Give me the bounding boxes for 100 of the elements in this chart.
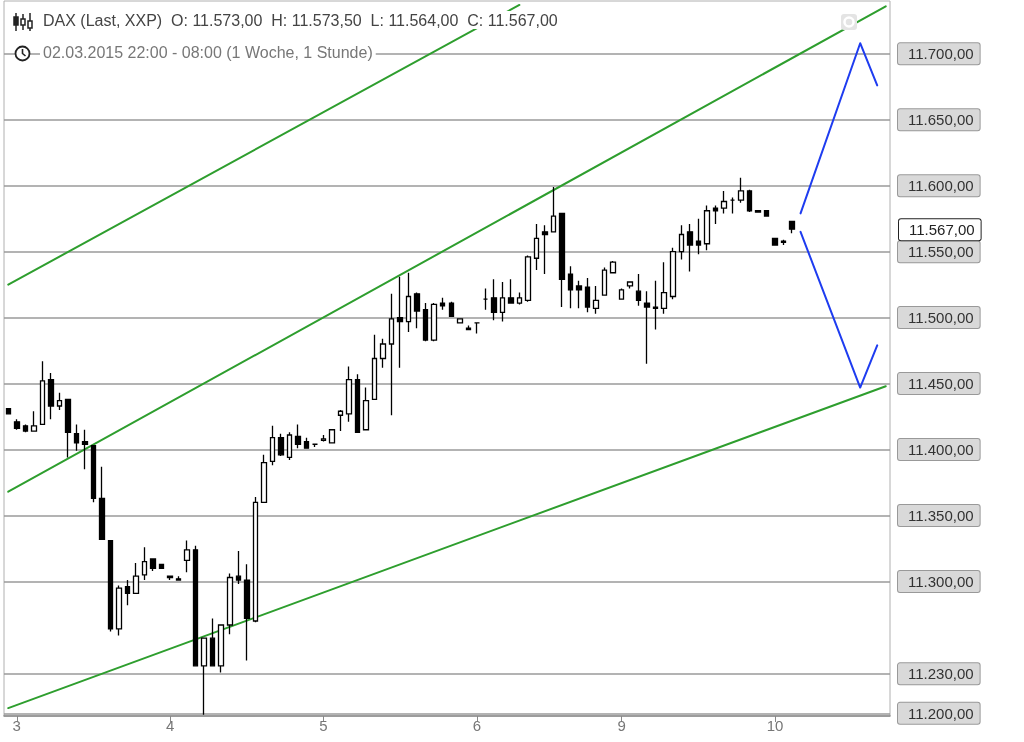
- candlestick: [328, 429, 336, 444]
- x-tick-label: 3: [12, 717, 21, 734]
- candlestick: [660, 261, 668, 315]
- candlestick: [183, 539, 191, 573]
- candlestick: [362, 386, 370, 431]
- y-tick-label: 11.700,00: [908, 45, 974, 63]
- candlestick: [788, 219, 796, 234]
- candlestick: [98, 466, 106, 540]
- candlestick: [754, 210, 762, 213]
- candlestick: [277, 433, 285, 457]
- candlestick: [712, 204, 719, 225]
- candlestick: [601, 266, 608, 296]
- candlestick: [771, 237, 779, 246]
- y-tick-label: 11.450,00: [908, 375, 974, 393]
- candlestick: [13, 418, 21, 431]
- candlestick: [635, 273, 642, 307]
- candlestick: [729, 196, 736, 215]
- candlestick: [64, 398, 72, 459]
- candlestick: [507, 278, 515, 304]
- candlestick: [524, 254, 532, 303]
- x-tick-label: 4: [165, 717, 175, 734]
- candlestick: [260, 454, 268, 503]
- candlestick: [269, 425, 276, 466]
- y-tick-label: 11.550,00: [908, 243, 974, 261]
- candlestick: [456, 318, 464, 324]
- y-tick-label: 11.400,00: [908, 441, 974, 459]
- y-tick-label: 11.500,00: [908, 309, 974, 327]
- candlestick: [337, 409, 344, 432]
- candlestick: [575, 280, 583, 310]
- text: 11.567,00: [909, 221, 975, 239]
- candlestick: [558, 212, 566, 308]
- x-tick-label: 5: [319, 717, 328, 734]
- candlestick: [499, 281, 506, 323]
- y-tick-label: 11.300,00: [908, 572, 974, 590]
- candlestick: [686, 223, 694, 273]
- candlestick: [490, 278, 498, 321]
- candlestick: [132, 562, 140, 594]
- candlestick: [780, 239, 787, 246]
- candlestick: [678, 224, 685, 261]
- candlestick: [482, 287, 489, 311]
- y-tick-label: 11.350,00: [908, 506, 974, 524]
- candlestick: [124, 579, 131, 606]
- candlestick: [388, 293, 395, 416]
- candlestick: [720, 190, 728, 215]
- candlestick: [396, 276, 404, 369]
- candlestick: [541, 224, 549, 275]
- text: DAX (Last, XXP) O: 11.573,00 H: 11.573,50 L: 11.564,00 C: 11.567,00: [43, 11, 558, 29]
- candlestick: [439, 297, 446, 311]
- candlestick: [516, 291, 523, 306]
- candlestick: [149, 558, 157, 572]
- candlestick: [448, 301, 455, 317]
- candlestick: [115, 584, 123, 637]
- candlestick: [175, 575, 182, 581]
- candlestick: [226, 572, 234, 635]
- y-tick-label: 11.600,00: [908, 177, 974, 195]
- candlestick: [550, 186, 557, 233]
- candlestick: [737, 177, 745, 204]
- candlestick: [320, 434, 327, 443]
- candlestick: [303, 437, 310, 449]
- candlestick: [252, 496, 259, 623]
- candlestick: [567, 265, 574, 310]
- candlestick: [56, 392, 63, 411]
- candlestick: [643, 290, 651, 365]
- candlestick: [405, 272, 412, 333]
- candlestick: [413, 291, 421, 329]
- candlestick: [473, 322, 481, 335]
- candlestick: [209, 617, 216, 667]
- candlestick: [294, 423, 302, 449]
- candlestick: [90, 444, 97, 503]
- candlestick: [81, 429, 89, 470]
- candlestick: [141, 546, 148, 581]
- candlestick: [695, 218, 702, 255]
- candlestick: [609, 260, 617, 274]
- candlestick: [746, 188, 753, 213]
- candlestick: [430, 302, 438, 342]
- candlestick: [30, 410, 38, 432]
- candlestick: [618, 287, 625, 300]
- candlestick: [703, 204, 711, 251]
- x-tick-label: 9: [617, 717, 626, 734]
- candlestick: [107, 539, 114, 633]
- candlestick: [371, 334, 378, 401]
- candlestick: [592, 285, 600, 315]
- candlestick: [158, 563, 165, 569]
- y-tick-label: 11.650,00: [908, 111, 974, 129]
- candlestick: [584, 277, 591, 313]
- candlestick: [286, 431, 293, 461]
- candlestick: [73, 423, 80, 452]
- y-tick-label: 11.200,00: [908, 704, 974, 722]
- candlestick: [533, 223, 540, 271]
- candlestick: [217, 624, 225, 674]
- candlestick: [243, 563, 251, 662]
- x-tick-label: 6: [472, 717, 481, 734]
- candlestick: [652, 280, 659, 331]
- candlestick: [47, 372, 55, 420]
- candlestick: [626, 281, 634, 290]
- candlestick: [192, 545, 199, 667]
- candlestick: [763, 210, 770, 217]
- candlestick: [422, 302, 429, 342]
- text: 02.03.2015 22:00 - 08:00 (1 Woche, 1 Stunde): [43, 43, 373, 61]
- x-tick-label: 10: [766, 717, 784, 734]
